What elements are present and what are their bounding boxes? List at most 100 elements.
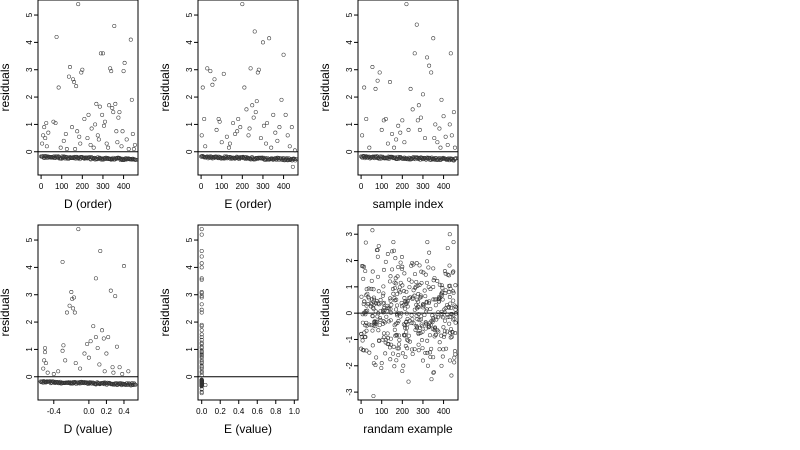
data-point xyxy=(128,383,133,388)
data-point xyxy=(381,319,386,324)
data-point xyxy=(56,369,61,374)
data-point xyxy=(86,112,91,117)
data-point xyxy=(41,133,46,138)
data-point xyxy=(440,354,445,359)
y-axis-label: residuals xyxy=(158,63,172,111)
data-point xyxy=(423,272,428,277)
data-point xyxy=(433,325,438,330)
data-point xyxy=(431,284,436,289)
data-point xyxy=(367,322,372,327)
data-point xyxy=(402,271,407,276)
data-point xyxy=(264,141,269,146)
data-point xyxy=(442,269,447,274)
data-point xyxy=(397,342,402,347)
data-point xyxy=(427,63,432,68)
data-point xyxy=(373,309,378,314)
data-point xyxy=(199,373,204,378)
data-point xyxy=(199,344,204,349)
data-point xyxy=(431,316,436,320)
data-point xyxy=(414,261,419,266)
data-point xyxy=(370,228,375,233)
data-point xyxy=(398,130,403,135)
data-point xyxy=(265,121,270,126)
data-point xyxy=(66,74,71,79)
plot-frame xyxy=(197,0,299,176)
data-point xyxy=(404,311,409,316)
data-point xyxy=(76,2,81,7)
data-point xyxy=(396,311,401,316)
x-tick-label: 0.2 xyxy=(215,407,227,416)
data-point xyxy=(442,310,447,315)
data-point xyxy=(395,346,400,351)
y-tick-label: 2 xyxy=(345,94,354,99)
data-point xyxy=(374,355,379,360)
plot-frame xyxy=(197,224,299,401)
data-point xyxy=(199,277,204,282)
y-tick-label: 1 xyxy=(25,347,34,352)
data-points xyxy=(359,2,458,163)
data-point xyxy=(208,69,213,74)
data-point xyxy=(419,314,424,319)
data-point xyxy=(51,119,56,124)
data-point xyxy=(381,291,386,296)
data-point xyxy=(231,121,236,126)
plot-frame xyxy=(357,0,459,176)
data-point xyxy=(447,321,452,326)
data-point xyxy=(392,323,397,328)
data-point xyxy=(394,137,399,142)
data-point xyxy=(375,254,380,259)
data-point xyxy=(246,133,251,138)
data-point xyxy=(443,271,448,276)
data-point xyxy=(406,127,411,132)
data-point xyxy=(233,132,238,136)
data-point xyxy=(121,69,126,74)
data-point xyxy=(105,156,110,161)
data-point xyxy=(404,319,409,324)
data-point xyxy=(425,259,430,264)
data-point xyxy=(439,363,444,368)
x-tick-label: 200 xyxy=(396,407,410,416)
data-point xyxy=(448,51,453,56)
data-point xyxy=(403,354,408,359)
data-point xyxy=(104,141,109,146)
data-point xyxy=(359,332,364,337)
x-tick-label: 400 xyxy=(117,182,131,191)
data-point xyxy=(404,330,409,334)
data-point xyxy=(111,110,116,115)
y-axis-label: residuals xyxy=(0,288,12,336)
data-point xyxy=(441,334,446,339)
data-point xyxy=(451,269,456,274)
data-point xyxy=(445,315,450,320)
data-point xyxy=(400,264,405,269)
data-point xyxy=(370,313,375,318)
data-point xyxy=(391,291,396,296)
data-point xyxy=(258,136,263,141)
data-point xyxy=(419,280,424,285)
data-point xyxy=(453,156,458,161)
data-point xyxy=(384,314,389,319)
data-point xyxy=(426,265,431,270)
data-point xyxy=(387,345,392,350)
panel-d-value: -0.4 0.0 0.2 0.4 0 1 2 3 4 5 D (value) residuals xyxy=(0,224,139,436)
data-point xyxy=(419,322,424,327)
x-axis-label: sample index xyxy=(373,197,444,211)
data-point xyxy=(247,126,252,131)
data-point xyxy=(383,116,388,121)
data-point xyxy=(439,292,444,297)
data-point xyxy=(390,132,394,136)
data-point xyxy=(93,335,98,340)
data-point xyxy=(428,307,433,311)
data-point xyxy=(61,343,66,348)
data-point xyxy=(393,333,398,338)
data-point xyxy=(112,24,117,28)
data-point xyxy=(277,125,282,130)
data-point xyxy=(110,365,115,370)
data-point xyxy=(199,382,204,387)
data-point xyxy=(283,112,288,117)
data-point xyxy=(374,301,379,306)
data-point xyxy=(199,302,204,307)
data-point xyxy=(130,132,135,136)
y-tick-label: 1 xyxy=(345,284,354,289)
data-point xyxy=(395,333,399,338)
data-point xyxy=(416,348,421,353)
